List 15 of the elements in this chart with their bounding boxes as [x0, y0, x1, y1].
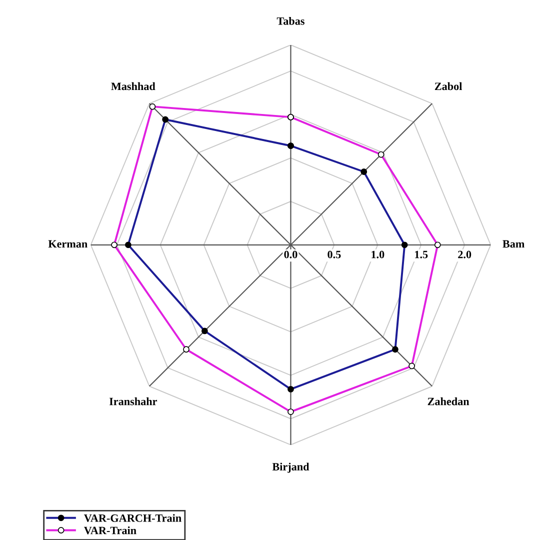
legend-label: VAR-Train: [84, 526, 136, 534]
y-tick-label: 0.0: [284, 250, 298, 258]
y-tick-label: 0.5: [328, 250, 341, 258]
spoke-label: Mashhad: [111, 82, 156, 90]
legend-label: VAR-GARCH-Train: [84, 514, 182, 522]
spoke-label: Birjand: [272, 462, 310, 473]
y-tick-label: 1.5: [415, 250, 428, 258]
spoke-label: Iranshahr: [109, 397, 157, 406]
spoke-label: Zahedan: [428, 397, 470, 406]
spoke-label: Tabas: [276, 17, 304, 25]
spoke-label: Kerman: [48, 240, 88, 248]
y-tick-label: 2.0: [458, 250, 472, 258]
y-tick-label: 1.0: [372, 250, 384, 258]
spoke-label: Zabol: [434, 82, 462, 90]
spoke-label: Bam: [502, 240, 524, 248]
